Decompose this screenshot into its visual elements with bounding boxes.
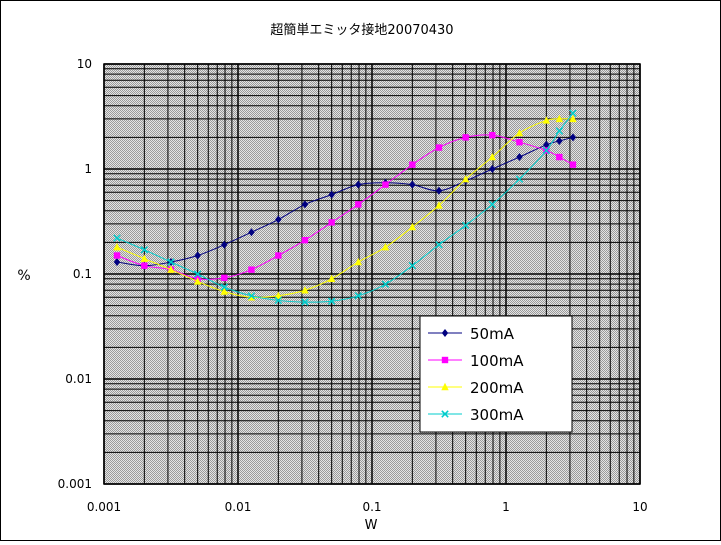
series-300mA <box>113 109 577 306</box>
data-point <box>274 296 283 305</box>
data-point <box>301 298 309 306</box>
data-point <box>441 382 449 391</box>
data-point <box>555 127 564 135</box>
legend: 50mA 100mA 200mA 300mA <box>419 315 573 433</box>
y-tick-label: 0.01 <box>65 372 92 386</box>
data-point <box>462 134 469 141</box>
plot-border <box>103 63 641 485</box>
x-tick-label: 0.01 <box>225 500 252 514</box>
data-point <box>556 136 563 145</box>
data-point <box>441 410 449 418</box>
legend-label: 300mA <box>470 406 524 424</box>
data-point <box>435 186 443 195</box>
data-point <box>556 153 563 161</box>
data-point <box>140 254 149 262</box>
legend-label: 50mA <box>470 325 515 343</box>
data-point <box>193 277 202 285</box>
data-point <box>569 133 577 142</box>
data-point <box>441 356 449 364</box>
data-point <box>381 242 390 251</box>
data-point <box>113 258 121 267</box>
data-point <box>461 174 470 183</box>
data-point <box>113 234 121 242</box>
data-point <box>488 152 496 161</box>
data-point <box>516 153 523 162</box>
data-point <box>301 286 309 294</box>
series-50mA <box>113 133 577 270</box>
data-point <box>516 138 523 146</box>
data-point <box>301 200 309 209</box>
data-point <box>489 165 496 173</box>
data-point <box>382 181 389 188</box>
data-point <box>113 242 121 251</box>
data-point <box>221 240 228 249</box>
y-tick-label: 1 <box>84 162 92 176</box>
data-point <box>221 274 228 282</box>
data-point <box>408 222 417 231</box>
data-point <box>220 287 228 295</box>
data-point <box>301 236 309 244</box>
legend-label: 200mA <box>470 379 524 397</box>
data-point <box>140 246 149 254</box>
data-point <box>355 180 362 189</box>
data-point <box>555 114 564 123</box>
data-point <box>569 109 577 117</box>
axis-tick-labels: 0.001 0.01 0.1 1 10 10 1 0.1 0.01 0.001 <box>58 57 648 514</box>
data-point <box>274 291 283 299</box>
data-point <box>569 161 577 168</box>
y-tick-label: 10 <box>77 57 92 71</box>
x-axis-title: W <box>365 518 378 533</box>
data-point <box>354 257 362 266</box>
data-point <box>542 116 551 124</box>
data-point <box>542 146 551 155</box>
data-point <box>275 252 282 259</box>
data-point <box>441 329 449 337</box>
data-point <box>194 251 201 260</box>
data-point <box>435 241 443 249</box>
data-point <box>167 265 175 273</box>
data-point <box>113 252 121 259</box>
data-point <box>248 266 255 273</box>
data-point <box>247 292 256 300</box>
data-point <box>193 270 202 278</box>
data-point <box>435 144 443 151</box>
data-point <box>543 140 550 149</box>
data-point <box>328 219 335 226</box>
data-point <box>408 261 417 270</box>
data-point <box>461 221 470 230</box>
data-point <box>167 258 175 266</box>
data-point <box>489 131 496 139</box>
data-point <box>248 228 255 237</box>
x-tick-label: 0.001 <box>87 500 121 514</box>
x-tick-label: 0.1 <box>362 500 381 514</box>
data-point <box>381 280 390 288</box>
data-point <box>141 262 148 269</box>
data-point <box>409 161 416 168</box>
data-point <box>327 274 336 283</box>
data-point <box>354 292 363 300</box>
x-tick-label: 10 <box>632 500 647 514</box>
x-tick-label: 1 <box>502 500 510 514</box>
data-point <box>515 128 524 137</box>
data-point <box>327 297 336 305</box>
chart-title: 超簡単エミッタ接地20070430 <box>270 22 453 38</box>
legend-label: 100mA <box>470 352 524 370</box>
series-layer <box>113 109 577 306</box>
y-tick-label: 0.001 <box>58 477 92 491</box>
data-point <box>220 283 229 291</box>
data-point <box>275 215 282 224</box>
data-point <box>409 180 416 189</box>
y-axis-title: % <box>17 268 30 284</box>
data-point <box>355 201 362 208</box>
data-point <box>435 201 443 209</box>
data-point <box>328 190 335 199</box>
data-point <box>488 200 497 209</box>
grid <box>103 63 641 485</box>
y-tick-label: 0.1 <box>73 267 92 281</box>
data-point <box>515 175 524 183</box>
data-point <box>569 114 577 123</box>
